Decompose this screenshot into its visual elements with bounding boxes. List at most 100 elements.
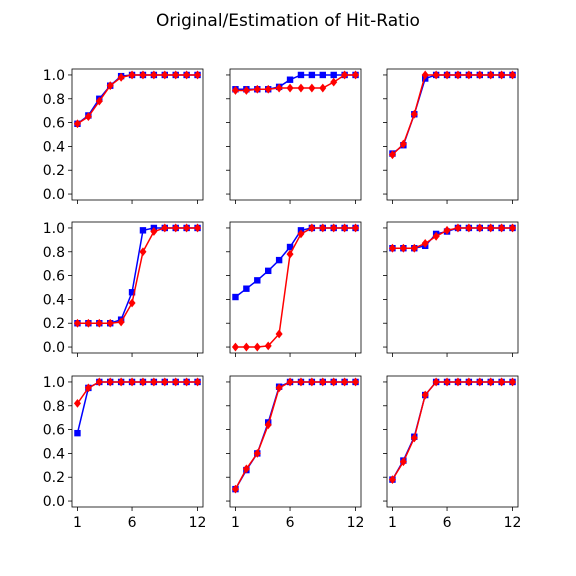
estimation-point — [183, 223, 191, 233]
estimation-point — [253, 342, 261, 352]
y-tick-label: 0.6 — [43, 423, 65, 439]
estimation-point — [84, 318, 92, 328]
estimation-point — [275, 83, 283, 93]
estimation-point — [275, 383, 283, 393]
subplot-frame — [229, 221, 362, 354]
estimation-point — [161, 223, 169, 233]
y-tick-label: 0.2 — [43, 163, 65, 179]
estimation-point — [476, 70, 484, 80]
x-tick-label: 1 — [73, 515, 82, 531]
estimation-point — [194, 70, 202, 80]
estimation-point — [150, 227, 158, 236]
estimation-point — [465, 70, 473, 80]
y-tick-label: 0.8 — [43, 245, 65, 261]
original-point — [330, 71, 337, 79]
estimation-point — [95, 377, 103, 387]
subplot-2-2 — [226, 221, 362, 357]
y-tick-label: 1.0 — [43, 68, 65, 84]
estimation-point — [84, 383, 92, 393]
original-point — [319, 71, 326, 79]
estimation-point — [352, 70, 360, 80]
estimation-point — [95, 96, 103, 106]
estimation-point — [231, 484, 239, 494]
subplot-1-1: 0.0 0.2 0.4 0.6 0.8 1.0 — [43, 68, 204, 204]
subplot-3-3: 1 6 12 — [383, 375, 521, 531]
estimation-point — [319, 83, 327, 93]
x-tick-label: 1 — [231, 515, 240, 531]
estimation-point — [73, 398, 81, 408]
estimation-point — [231, 86, 239, 95]
x-tick-label: 6 — [443, 515, 452, 531]
y-tick-label: 0.6 — [43, 269, 65, 285]
y-tick-label: 0.4 — [43, 139, 65, 155]
estimation-point — [117, 317, 125, 327]
estimation-point — [194, 223, 202, 233]
estimation-point — [286, 377, 294, 387]
y-tick-label: 1.0 — [43, 375, 65, 391]
estimation-point — [150, 70, 158, 80]
original-point — [275, 256, 283, 264]
estimation-point — [95, 318, 103, 328]
y-tick-label: 0.6 — [43, 116, 65, 132]
estimation-point — [443, 225, 451, 235]
y-tick-label: 0.4 — [43, 446, 65, 462]
estimation-point — [330, 377, 338, 387]
estimation-point — [128, 377, 136, 387]
estimation-point — [410, 109, 418, 119]
estimation-point — [487, 377, 495, 387]
subplot-frame — [71, 375, 204, 508]
estimation-point — [73, 119, 81, 129]
estimation-point — [476, 223, 484, 233]
estimation-point — [172, 70, 180, 80]
estimation-point — [509, 223, 517, 233]
x-tick-label: 12 — [189, 515, 207, 531]
estimation-point — [443, 377, 451, 387]
y-tick-label: 1.0 — [43, 221, 65, 237]
estimation-point — [264, 341, 272, 351]
estimation-point — [275, 329, 283, 339]
estimation-point — [128, 298, 136, 308]
estimation-point — [352, 223, 360, 233]
subplot-frame — [71, 221, 204, 354]
estimation-point — [432, 231, 440, 241]
estimation-point — [253, 449, 261, 458]
estimation-point — [264, 84, 272, 94]
estimation-point — [264, 420, 272, 430]
estimation-point — [242, 342, 250, 352]
estimation-point — [106, 377, 114, 387]
original-point — [286, 76, 294, 83]
estimation-point — [297, 377, 305, 387]
estimation-point — [509, 70, 517, 80]
estimation-point — [432, 377, 440, 387]
original-point — [128, 289, 136, 296]
estimation-point — [498, 377, 506, 387]
estimation-point — [242, 464, 250, 474]
y-tick-label: 0.2 — [43, 316, 65, 332]
estimation-point — [231, 342, 239, 352]
estimation-point — [139, 247, 147, 257]
estimation-point — [172, 223, 180, 233]
estimation-point — [330, 223, 338, 233]
original-point — [297, 71, 305, 79]
subplot-frame — [386, 375, 519, 508]
original-point — [243, 285, 250, 292]
estimation-point — [410, 433, 418, 443]
estimation-point — [388, 475, 396, 485]
subplot-frame — [229, 68, 362, 201]
estimation-point — [308, 223, 316, 233]
original-point — [286, 243, 294, 251]
estimation-point — [341, 223, 349, 233]
estimation-point — [487, 223, 495, 233]
estimation-point — [487, 70, 495, 80]
estimation-point — [454, 377, 462, 387]
subplot-frame — [386, 68, 519, 201]
estimation-point — [341, 377, 349, 387]
subplot-frame — [229, 375, 362, 508]
estimation-point — [194, 377, 202, 387]
estimation-point — [286, 83, 294, 93]
estimation-point — [341, 70, 349, 80]
estimation-point — [117, 377, 125, 387]
estimation-point — [242, 86, 250, 95]
